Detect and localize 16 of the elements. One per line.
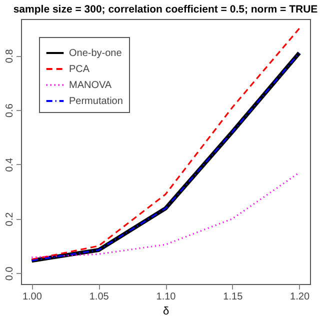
x-tick-label: 1.05 bbox=[89, 292, 110, 302]
chart-title: sample size = 300; correlation coefficient = 0.5; norm = TRUE bbox=[13, 4, 318, 16]
x-tick-label: 1.00 bbox=[22, 292, 42, 302]
legend-label: One-by-one bbox=[69, 48, 122, 59]
legend-label: Permutation bbox=[69, 96, 123, 107]
x-tick-label: 1.20 bbox=[290, 292, 310, 302]
legend-label: PCA bbox=[69, 64, 90, 75]
x-tick-label: 1.10 bbox=[156, 292, 176, 302]
y-tick-label: 0.0 bbox=[4, 266, 16, 281]
y-tick-label: 0.4 bbox=[4, 158, 16, 172]
x-axis-title: δ bbox=[162, 306, 170, 318]
y-tick-label: 0.6 bbox=[4, 103, 16, 118]
legend-label: MANOVA bbox=[69, 80, 112, 91]
y-tick-label: 0.8 bbox=[4, 48, 16, 64]
y-tick-label: 0.2 bbox=[4, 212, 16, 226]
x-tick-label: 1.15 bbox=[223, 292, 244, 302]
